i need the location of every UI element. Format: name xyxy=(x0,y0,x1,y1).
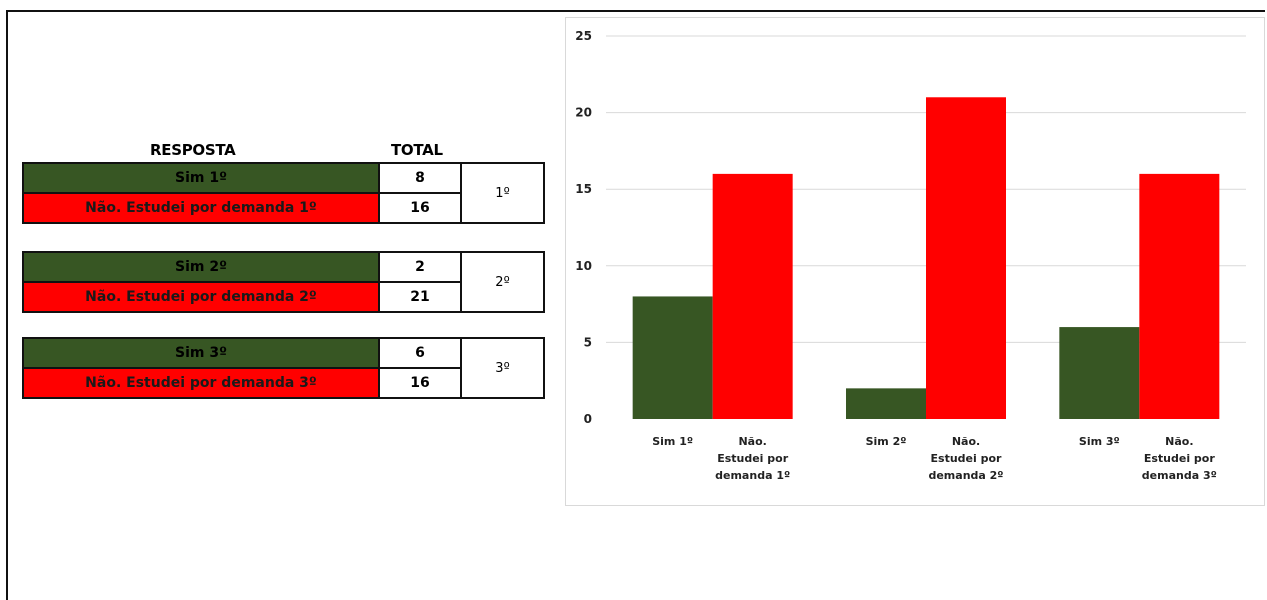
x-tick-label: Sim 2º xyxy=(866,435,907,448)
y-tick-label: 20 xyxy=(575,106,592,120)
bar xyxy=(846,388,926,419)
bar xyxy=(632,296,713,419)
y-tick-label: 0 xyxy=(584,412,592,426)
y-tick-label: 10 xyxy=(575,259,592,273)
table-row-label: Sim 1º xyxy=(22,162,380,194)
bar xyxy=(1059,327,1140,419)
table-row-label: Sim 2º xyxy=(22,251,380,283)
table-row-total: 21 xyxy=(378,281,462,313)
table-row-total: 16 xyxy=(378,367,462,399)
table-row-label: Não. Estudei por demanda 2º xyxy=(22,281,380,313)
table-row-total: 6 xyxy=(378,337,462,369)
table-group-3: Sim 3º 6 Não. Estudei por demanda 3º 16 … xyxy=(22,337,545,401)
table-row-total: 2 xyxy=(378,251,462,283)
group-label: 3º xyxy=(460,337,545,399)
x-tick-label: Sim 1º xyxy=(652,435,693,448)
x-tick-label: Não. Estudei por demanda 1º xyxy=(715,435,790,482)
header-resposta: RESPOSTA xyxy=(150,141,236,159)
table-row-total: 8 xyxy=(378,162,462,194)
table-row-label: Sim 3º xyxy=(22,337,380,369)
x-tick-label: Não. Estudei por demanda 2º xyxy=(928,435,1003,482)
y-tick-label: 5 xyxy=(584,335,592,349)
header-total: TOTAL xyxy=(391,141,443,159)
outer-frame xyxy=(6,10,1265,600)
table-group-1: Sim 1º 8 Não. Estudei por demanda 1º 16 … xyxy=(22,162,545,226)
group-label: 2º xyxy=(460,251,545,313)
x-tick-label: Sim 3º xyxy=(1079,435,1120,448)
table-row-label: Não. Estudei por demanda 1º xyxy=(22,192,380,224)
table-row-total: 16 xyxy=(378,192,462,224)
table-row-label: Não. Estudei por demanda 3º xyxy=(22,367,380,399)
x-tick-label: Não. Estudei por demanda 3º xyxy=(1142,435,1217,482)
y-tick-label: 25 xyxy=(575,29,592,43)
table-group-2: Sim 2º 2 Não. Estudei por demanda 2º 21 … xyxy=(22,251,545,315)
bar xyxy=(926,97,1006,419)
bar xyxy=(1139,173,1220,419)
y-tick-label: 15 xyxy=(575,182,592,196)
chart-svg: 0 5 10 15 20 25 Sim 1º Não. Estudei por demanda 1… xyxy=(575,29,1246,482)
bar-chart: 0 5 10 15 20 25 Sim 1º Não. Estudei por demanda 1… xyxy=(565,17,1265,506)
bar xyxy=(712,173,793,419)
group-label: 1º xyxy=(460,162,545,224)
